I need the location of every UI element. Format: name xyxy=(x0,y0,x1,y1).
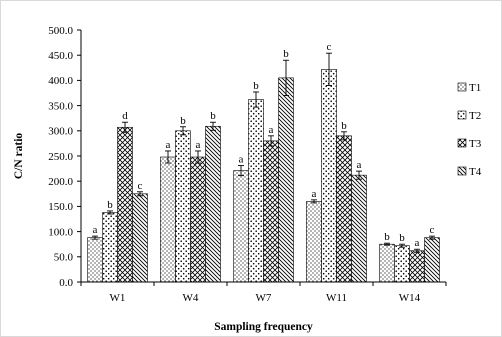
bar-t4-w14 xyxy=(424,237,440,283)
legend-swatch-t3 xyxy=(457,138,467,148)
bar-t2-w14 xyxy=(394,245,410,283)
bar-t3-w14 xyxy=(409,250,425,283)
y-axis-title: C/N ratio xyxy=(13,133,25,180)
significance-label: c xyxy=(327,41,332,53)
bar-t1-w4 xyxy=(160,156,176,283)
y-tick-label: 0.0 xyxy=(59,277,73,289)
y-tick-label: 500.0 xyxy=(48,25,73,37)
bar-t4-w7 xyxy=(278,77,294,283)
y-tick-label: 100.0 xyxy=(48,226,73,238)
x-axis-labels: W1 W4 W7 W11 W14 xyxy=(80,282,447,304)
y-tick-label: 350.0 xyxy=(48,100,73,112)
bar-t3-w1 xyxy=(117,126,133,283)
significance-label: b xyxy=(283,48,289,60)
y-tick-label: 200.0 xyxy=(48,176,73,188)
legend-swatch-t4 xyxy=(457,166,467,176)
x-tick-label: W7 xyxy=(256,292,272,304)
bar-t2-w4 xyxy=(175,130,191,283)
significance-label: b xyxy=(399,232,405,244)
bar-t4-w11 xyxy=(351,174,367,283)
bar-t1-w1 xyxy=(87,237,103,283)
bar-t4-w4 xyxy=(205,125,221,283)
y-tick-label: 450.0 xyxy=(48,50,73,62)
significance-label: c xyxy=(138,180,143,192)
bar-t3-w7 xyxy=(263,140,279,283)
legend: T1 T2 T3 T4 xyxy=(457,82,482,178)
significance-label: b xyxy=(384,231,390,243)
x-axis-title: Sampling frequency xyxy=(214,321,313,333)
bar-t3-w11 xyxy=(336,135,352,283)
bar-t3-w4 xyxy=(190,156,206,283)
significance-label: a xyxy=(269,124,274,136)
bar-t1-w11 xyxy=(306,201,322,283)
significance-label: b xyxy=(210,110,216,122)
legend-label-t3: T3 xyxy=(469,138,482,150)
y-tick-label: 300.0 xyxy=(48,126,73,138)
significance-label: b xyxy=(107,199,113,211)
significance-label: c xyxy=(430,224,435,236)
legend-label-t4: T4 xyxy=(469,166,482,178)
x-tick-label: W14 xyxy=(399,292,421,304)
bar-t2-w11 xyxy=(321,69,337,283)
y-tick-label: 400.0 xyxy=(48,75,73,87)
bar-t1-w7 xyxy=(233,170,249,283)
y-tick-label: 50.0 xyxy=(54,252,74,264)
x-tick-label: W4 xyxy=(183,292,199,304)
significance-label: a xyxy=(196,139,201,151)
x-tick-label: W1 xyxy=(110,292,126,304)
significance-label: b xyxy=(180,115,186,127)
significance-label: b xyxy=(253,80,259,92)
significance-label: a xyxy=(166,139,171,151)
bar-t2-w1 xyxy=(102,212,118,283)
y-tick-label: 150.0 xyxy=(48,201,73,213)
y-axis-ticks: 0.0 50.0 100.0 150.0 200.0 250.0 300.0 350.0 400… xyxy=(48,25,81,289)
bar-t4-w1 xyxy=(132,193,148,283)
legend-swatch-t1 xyxy=(457,82,467,92)
significance-label: a xyxy=(357,159,362,171)
significance-label: a xyxy=(415,237,420,249)
significance-label: a xyxy=(93,224,98,236)
legend-label-t1: T1 xyxy=(469,82,481,94)
x-tick-label: W11 xyxy=(326,292,347,304)
significance-label: b xyxy=(341,120,347,132)
bar-t2-w7 xyxy=(248,99,264,283)
significance-label: a xyxy=(312,188,317,200)
legend-swatch-t2 xyxy=(457,110,467,120)
significance-label: d xyxy=(122,110,128,122)
bar-t1-w14 xyxy=(379,243,395,283)
y-tick-label: 250.0 xyxy=(48,151,73,163)
significance-label: a xyxy=(239,154,244,166)
legend-label-t2: T2 xyxy=(469,110,481,122)
